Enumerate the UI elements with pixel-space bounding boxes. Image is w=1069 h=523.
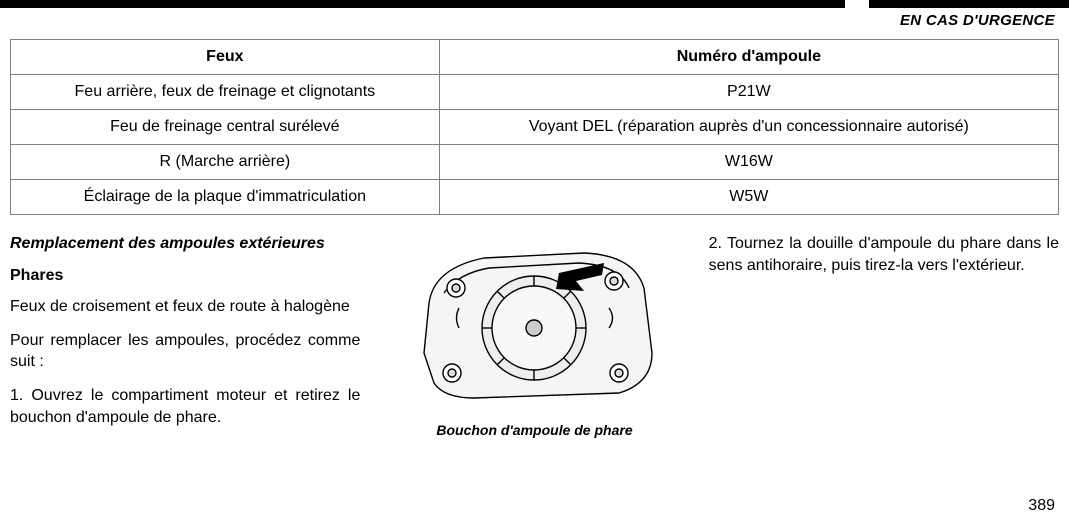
table-cell: Éclairage de la plaque d'immatriculation	[11, 180, 440, 215]
top-black-bar	[0, 0, 1069, 8]
section-header: EN CAS D'URGENCE	[0, 8, 1069, 39]
middle-column: Bouchon d'ampoule de phare	[384, 233, 684, 440]
figure-caption: Bouchon d'ampoule de phare	[436, 421, 632, 440]
left-column: Remplacement des ampoules extérieures Ph…	[10, 233, 360, 440]
table-row: Feu arrière, feux de freinage et clignot…	[11, 75, 1059, 110]
top-bar-gap	[845, 0, 869, 8]
paragraph: 1. Ouvrez le compartiment moteur et reti…	[10, 385, 360, 428]
page-number: 389	[1028, 497, 1055, 515]
table-cell: W16W	[439, 145, 1058, 180]
table-header-cell: Numéro d'ampoule	[439, 40, 1058, 75]
paragraph: 2. Tournez la douille d'ampoule du phare…	[709, 233, 1059, 276]
paragraph: Feux de croisement et feux de route à ha…	[10, 296, 360, 318]
table-row: R (Marche arrière) W16W	[11, 145, 1059, 180]
table-row: Feu de freinage central surélevé Voyant …	[11, 110, 1059, 145]
table-cell: Voyant DEL (réparation auprès d'un conce…	[439, 110, 1058, 145]
table-cell: Feu de freinage central surélevé	[11, 110, 440, 145]
heading-replacement: Remplacement des ampoules extérieures	[10, 233, 360, 255]
headlamp-cap-illustration	[404, 233, 664, 413]
table-cell: Feu arrière, feux de freinage et clignot…	[11, 75, 440, 110]
page-content: Feux Numéro d'ampoule Feu arrière, feux …	[0, 39, 1069, 440]
right-column: 2. Tournez la douille d'ampoule du phare…	[709, 233, 1059, 440]
table-cell: W5W	[439, 180, 1058, 215]
table-header-cell: Feux	[11, 40, 440, 75]
paragraph: Pour remplacer les ampoules, procédez co…	[10, 330, 360, 373]
table-cell: R (Marche arrière)	[11, 145, 440, 180]
bulb-table: Feux Numéro d'ampoule Feu arrière, feux …	[10, 39, 1059, 215]
heading-phares: Phares	[10, 265, 360, 287]
table-header-row: Feux Numéro d'ampoule	[11, 40, 1059, 75]
body-columns: Remplacement des ampoules extérieures Ph…	[10, 233, 1059, 440]
table-cell: P21W	[439, 75, 1058, 110]
table-row: Éclairage de la plaque d'immatriculation…	[11, 180, 1059, 215]
